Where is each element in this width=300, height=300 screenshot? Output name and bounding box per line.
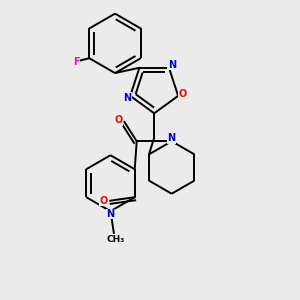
Text: N: N [168,60,176,70]
Text: F: F [73,57,79,67]
Text: N: N [123,93,131,103]
Text: CH₃: CH₃ [106,235,125,244]
Text: O: O [100,196,108,206]
Text: O: O [114,115,122,125]
Text: O: O [178,89,187,99]
Text: N: N [106,209,115,219]
Text: N: N [168,134,176,143]
